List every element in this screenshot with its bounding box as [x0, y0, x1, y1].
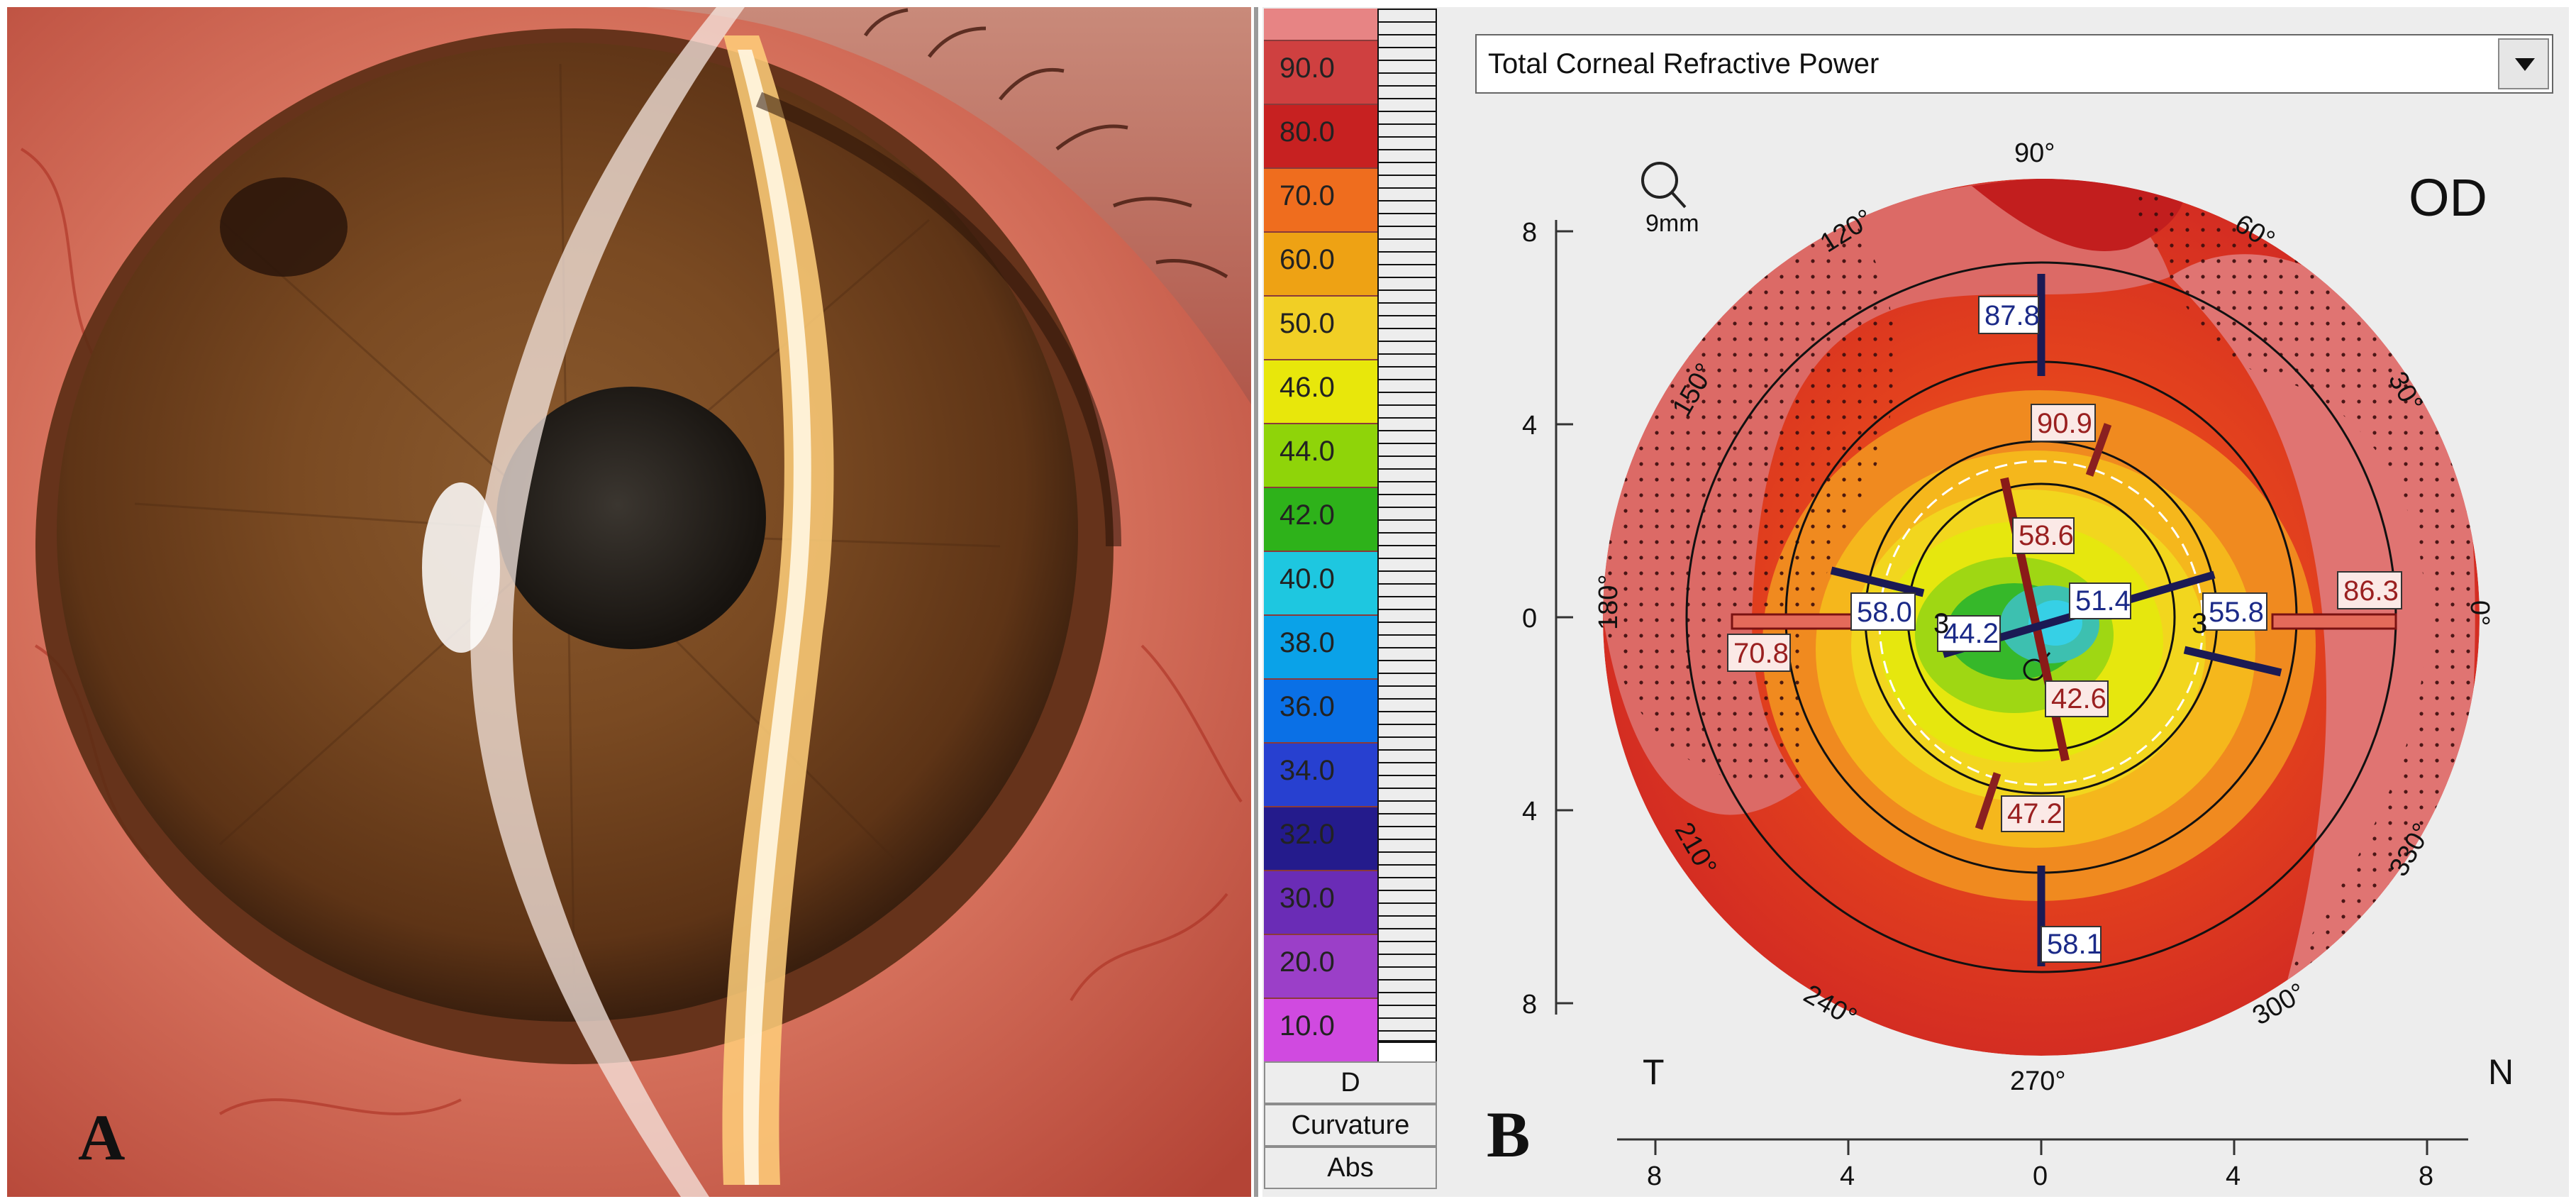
- x-tick-label: 8: [1647, 1161, 1662, 1191]
- scale-row: 46.0: [1264, 360, 1377, 424]
- scale-row: [1264, 9, 1377, 41]
- measurement-label: 42.6: [2051, 683, 2106, 714]
- measurement-label: 86.3: [2343, 575, 2399, 607]
- unit-label: D: [1264, 1061, 1437, 1104]
- magnifier-icon: [1641, 162, 1687, 209]
- measurement-label: 55.8: [2209, 597, 2264, 628]
- eye-photo-illustration: [7, 7, 1251, 1197]
- measurement-labels: 87.8 90.9 58.6 51.4 58.0 44.2 55.8 86.3 …: [1727, 296, 2402, 963]
- eye-label: OD: [2409, 168, 2487, 227]
- measurement-label: 58.0: [1857, 597, 1912, 628]
- map-type-dropdown[interactable]: Total Corneal Refractive Power: [1475, 34, 2553, 94]
- y-axis-tick-labels: 8 4 0 4 8: [1522, 218, 1537, 1020]
- scale-label: 50.0: [1279, 308, 1335, 339]
- color-scale: 90.0 80.0 70.0 60.0 50.0 46.0 44.0 42.0 …: [1264, 9, 1437, 1063]
- x-tick-label: 8: [2419, 1161, 2433, 1191]
- scale-label: 10.0: [1279, 1010, 1335, 1042]
- scale-label: 34.0: [1279, 755, 1335, 786]
- panel-a-letter: A: [78, 1101, 126, 1173]
- scale-units: D Curvature Abs: [1264, 1061, 1437, 1189]
- scale-label: 80.0: [1279, 116, 1335, 148]
- ring-label-left: 3: [1933, 608, 1949, 639]
- y-axis: [1555, 220, 1573, 1015]
- scale-row: 60.0: [1264, 233, 1377, 297]
- scale-label: 30.0: [1279, 883, 1335, 914]
- nasal-label: N: [2488, 1052, 2514, 1092]
- topography-map: 87.8 90.9 58.6 51.4 58.0 44.2 55.8 86.3 …: [1522, 138, 2514, 1191]
- measurement-label: 51.4: [2075, 585, 2131, 617]
- y-tick-label: 8: [1522, 990, 1537, 1020]
- scale-label: 44.0: [1279, 436, 1335, 467]
- scale-row: 40.0: [1264, 552, 1377, 616]
- scale-label: 46.0: [1279, 372, 1335, 403]
- scale-row: 34.0: [1264, 744, 1377, 807]
- panel-b-letter: B: [1487, 1098, 1531, 1171]
- x-axis: [1617, 1138, 2468, 1155]
- scale-row: 70.0: [1264, 169, 1377, 233]
- curvature-mode-label: Curvature: [1264, 1104, 1437, 1147]
- angle-label: 270°: [2010, 1066, 2066, 1096]
- y-tick-label: 8: [1522, 218, 1537, 248]
- scale-label: 36.0: [1279, 691, 1335, 722]
- measurement-label: 87.8: [1984, 300, 2040, 331]
- map-type-selected: Total Corneal Refractive Power: [1488, 48, 1880, 79]
- scale-row: 80.0: [1264, 105, 1377, 169]
- measurement-label: 58.1: [2047, 929, 2102, 960]
- scale-row: 90.0: [1264, 41, 1377, 105]
- x-axis-tick-labels: 8 4 0 4 8: [1647, 1161, 2433, 1191]
- scale-row: 38.0: [1264, 616, 1377, 680]
- slit-lamp-photo: A: [7, 7, 1251, 1197]
- y-tick-label: 4: [1522, 411, 1537, 441]
- scale-row: 32.0: [1264, 807, 1377, 871]
- scale-tick-column: [1377, 9, 1437, 1042]
- scale-label: 32.0: [1279, 819, 1335, 850]
- chevron-down-icon[interactable]: [2498, 38, 2549, 89]
- panel-divider: [1254, 7, 1258, 1197]
- measurement-label: 47.2: [2007, 798, 2063, 829]
- scale-label: 42.0: [1279, 499, 1335, 531]
- x-tick-label: 0: [2033, 1161, 2048, 1191]
- scale-label: 60.0: [1279, 244, 1335, 275]
- absolute-scale-label: Abs: [1264, 1147, 1437, 1189]
- scale-row: 44.0: [1264, 424, 1377, 488]
- corneal-topography-window: 90.0 80.0 70.0 60.0 50.0 46.0 44.0 42.0 …: [1262, 7, 2569, 1197]
- y-tick-label: 0: [1522, 604, 1537, 634]
- x-tick-label: 4: [2226, 1161, 2241, 1191]
- angle-label: 90°: [2014, 138, 2055, 168]
- scale-label: 70.0: [1279, 180, 1335, 211]
- ring-label-right: 3: [2192, 608, 2207, 639]
- scale-row: 30.0: [1264, 871, 1377, 935]
- zoom-label: 9mm: [1645, 210, 1699, 237]
- scale-row: 42.0: [1264, 488, 1377, 552]
- scale-row: 20.0: [1264, 935, 1377, 999]
- x-tick-label: 4: [1840, 1161, 1855, 1191]
- temporal-label: T: [1643, 1052, 1665, 1092]
- scale-label: 38.0: [1279, 627, 1335, 658]
- y-tick-label: 4: [1522, 797, 1537, 827]
- scale-blank-cell: [1377, 1042, 1437, 1063]
- scale-row: 36.0: [1264, 680, 1377, 744]
- scale-label: 20.0: [1279, 946, 1335, 978]
- measurement-label: 44.2: [1943, 618, 1999, 649]
- scale-label: 40.0: [1279, 563, 1335, 595]
- measurement-label: 90.9: [2037, 408, 2092, 439]
- measurement-label: 70.8: [1733, 638, 1789, 669]
- scale-row: 50.0: [1264, 297, 1377, 360]
- scale-label: 90.0: [1279, 53, 1335, 84]
- measurement-label: 58.6: [2019, 520, 2074, 551]
- angle-label: 180°: [1594, 574, 1623, 630]
- angle-label: 0°: [2465, 600, 2494, 626]
